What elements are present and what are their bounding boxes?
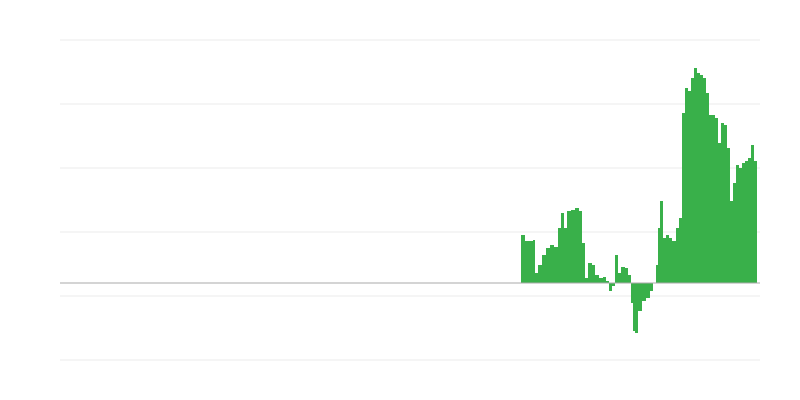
area xyxy=(521,68,757,333)
